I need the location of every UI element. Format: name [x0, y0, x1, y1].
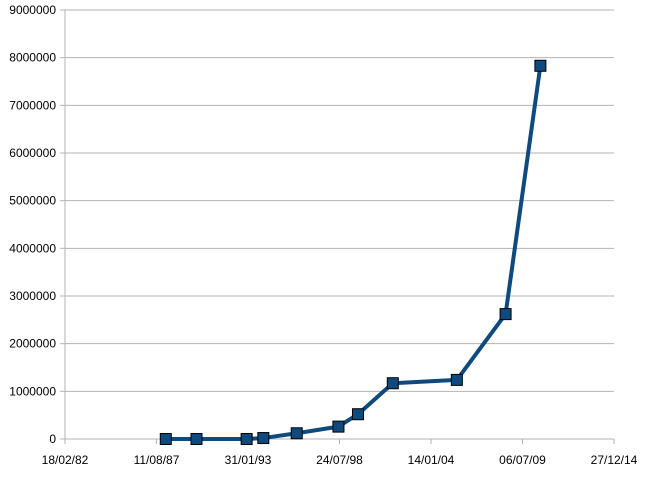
data-point-marker	[499, 308, 512, 321]
data-point-marker	[240, 433, 253, 445]
y-tick-label: 1000000	[9, 384, 56, 398]
y-tick-label: 9000000	[9, 3, 56, 17]
data-series	[159, 59, 547, 445]
x-tick-label: 27/12/14	[591, 453, 638, 467]
x-tick-label: 06/07/09	[499, 453, 546, 467]
data-point-marker	[332, 420, 345, 433]
y-tick-label: 3000000	[9, 289, 56, 303]
data-point-marker	[290, 427, 303, 440]
data-point-marker	[534, 59, 547, 72]
x-tick-label: 31/01/93	[225, 453, 272, 467]
data-point-marker	[450, 373, 463, 386]
data-point-marker	[190, 433, 203, 445]
y-tick-label: 6000000	[9, 146, 56, 160]
y-axis-tick-labels: 0 1000000 2000000 3000000 4000000 5000000 6000…	[9, 3, 56, 446]
y-tick-label: 4000000	[9, 241, 56, 255]
x-tick-label: 11/08/87	[134, 453, 180, 467]
x-axis-tick-labels: 18/02/82 11/08/87 31/01/93 24/07/98 14/01/04…	[42, 453, 638, 467]
data-point-marker	[257, 432, 270, 445]
data-point-marker	[159, 433, 172, 445]
y-tick-label: 7000000	[9, 98, 56, 112]
y-tick-label: 2000000	[9, 337, 56, 351]
y-tick-label: 8000000	[9, 51, 56, 65]
data-point-marker	[351, 408, 364, 421]
y-tick-label: 0	[49, 432, 56, 446]
data-point-marker	[386, 377, 399, 390]
series-line	[163, 63, 543, 441]
x-tick-label: 24/07/98	[316, 453, 363, 467]
x-tick-label: 14/01/04	[408, 453, 455, 467]
y-tick-label: 5000000	[9, 194, 56, 208]
x-tick-label: 18/02/82	[42, 453, 89, 467]
gridlines	[65, 9, 614, 392]
axes	[60, 9, 615, 444]
